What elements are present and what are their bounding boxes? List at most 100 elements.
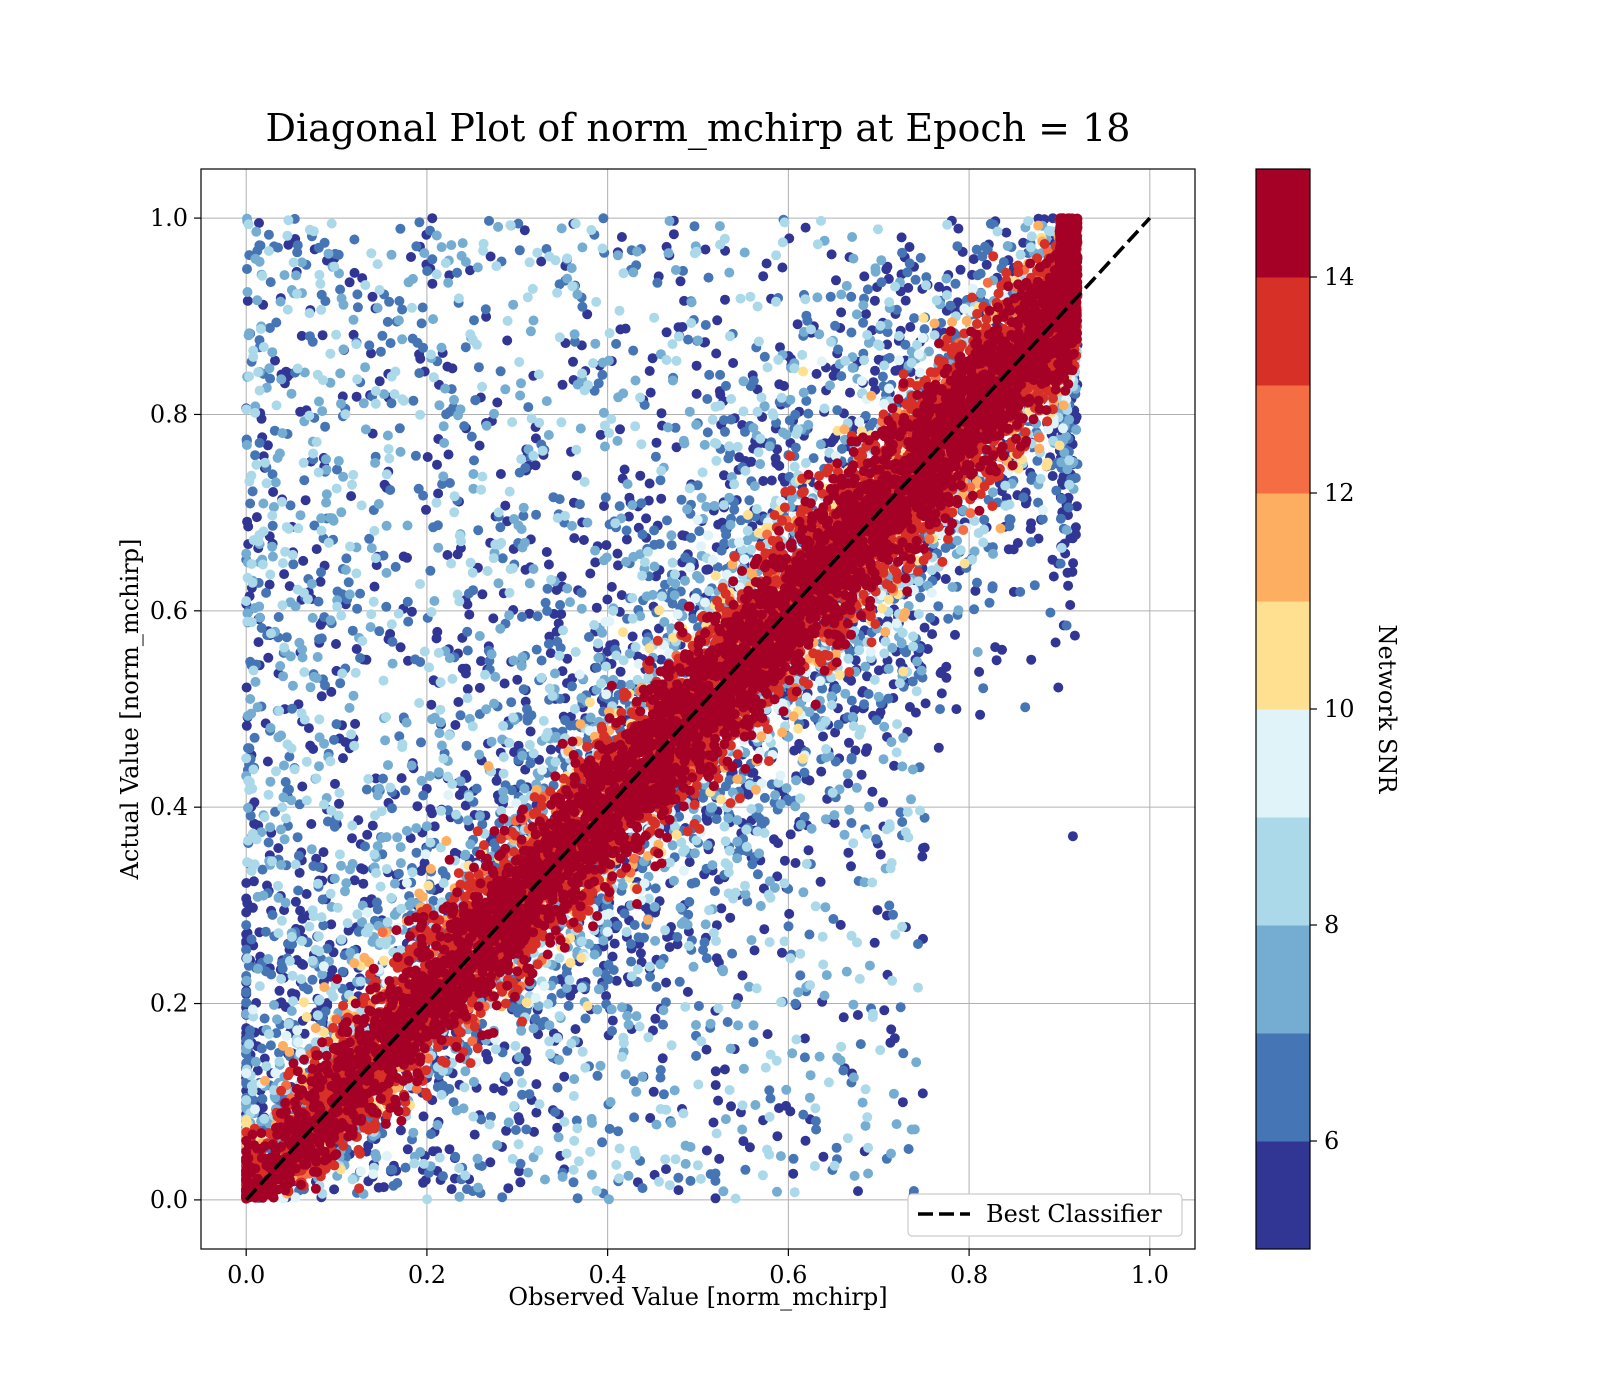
scatter-point bbox=[898, 1048, 909, 1059]
scatter-point bbox=[670, 265, 681, 275]
scatter-point bbox=[870, 266, 881, 277]
scatter-point bbox=[762, 1029, 773, 1040]
scatter-point bbox=[472, 1153, 483, 1164]
scatter-point bbox=[676, 494, 687, 505]
scatter-point bbox=[501, 1125, 512, 1136]
scatter-point bbox=[691, 419, 702, 430]
scatter-point bbox=[481, 311, 492, 322]
scatter-point bbox=[635, 948, 646, 959]
scatter-point bbox=[621, 534, 632, 545]
scatter-point bbox=[666, 530, 677, 541]
scatter-point bbox=[616, 590, 627, 601]
scatter-point bbox=[386, 249, 397, 260]
scatter-point bbox=[873, 665, 884, 676]
scatter-point bbox=[897, 247, 908, 258]
scatter-point bbox=[293, 885, 304, 896]
scatter-point bbox=[870, 365, 880, 376]
scatter-point bbox=[940, 574, 951, 584]
scatter-point bbox=[418, 1111, 429, 1122]
scatter-point bbox=[412, 801, 423, 812]
scatter-point bbox=[320, 421, 331, 432]
scatter-point bbox=[861, 309, 871, 319]
scatter-point bbox=[263, 954, 274, 964]
scatter-point bbox=[396, 773, 407, 784]
scatter-point bbox=[758, 271, 769, 282]
scatter-point bbox=[727, 948, 738, 959]
scatter-point bbox=[529, 1126, 539, 1137]
scatter-point bbox=[408, 395, 419, 406]
scatter-point bbox=[864, 801, 875, 812]
scatter-point bbox=[779, 855, 790, 866]
scatter-point bbox=[612, 250, 623, 261]
scatter-point bbox=[672, 932, 683, 942]
scatter-point bbox=[314, 634, 324, 645]
scatter-point bbox=[311, 544, 322, 555]
scatter-point bbox=[508, 655, 519, 666]
scatter-point bbox=[888, 1088, 899, 1099]
scatter-point bbox=[950, 629, 960, 640]
scatter-point bbox=[474, 631, 485, 641]
scatter-point bbox=[774, 379, 785, 390]
scatter-point bbox=[453, 697, 464, 707]
scatter-point bbox=[873, 691, 884, 702]
scatter-point bbox=[345, 864, 355, 875]
scatter-point bbox=[673, 1185, 684, 1196]
scatter-point bbox=[380, 735, 391, 746]
scatter-point bbox=[621, 556, 631, 567]
scatter-point bbox=[628, 345, 639, 356]
scatter-point bbox=[241, 975, 252, 986]
scatter-point bbox=[709, 886, 720, 897]
scatter-point bbox=[600, 441, 610, 452]
scatter-point bbox=[454, 790, 465, 800]
scatter-point bbox=[245, 498, 256, 509]
scatter-point bbox=[619, 908, 630, 919]
scatter-point bbox=[261, 587, 272, 598]
scatter-point bbox=[247, 486, 258, 497]
scatter-point bbox=[348, 329, 359, 340]
scatter-point bbox=[897, 761, 908, 772]
scatter-point bbox=[775, 1151, 786, 1162]
scatter-point bbox=[675, 902, 686, 913]
scatter-point bbox=[716, 903, 727, 914]
scatter-point bbox=[262, 440, 273, 451]
scatter-point bbox=[882, 261, 893, 272]
scatter-point bbox=[800, 1135, 811, 1146]
scatter-point bbox=[871, 715, 882, 726]
scatter-point bbox=[470, 395, 481, 406]
scatter-point bbox=[725, 1043, 736, 1054]
scatter-point bbox=[725, 912, 736, 923]
scatter-point bbox=[904, 702, 915, 712]
scatter-point bbox=[909, 313, 920, 324]
scatter-point bbox=[987, 581, 998, 592]
scatter-point bbox=[294, 867, 305, 878]
scatter-point bbox=[890, 365, 901, 376]
scatter-point bbox=[411, 823, 422, 834]
scatter-point bbox=[291, 270, 302, 281]
scatter-point bbox=[443, 449, 454, 460]
scatter-point bbox=[355, 653, 366, 663]
scatter-point bbox=[651, 1119, 662, 1130]
scatter-point bbox=[290, 601, 301, 612]
scatter-point bbox=[744, 495, 755, 506]
scatter-point bbox=[287, 680, 298, 691]
scatter-point bbox=[532, 611, 543, 622]
scatter-point bbox=[490, 671, 501, 682]
scatter-point bbox=[515, 390, 526, 401]
scatter-point bbox=[450, 720, 461, 730]
scatter-point bbox=[362, 829, 373, 840]
scatter-point bbox=[912, 656, 923, 667]
scatter-point bbox=[604, 1123, 615, 1134]
scatter-point bbox=[661, 977, 672, 988]
scatter-point bbox=[525, 758, 536, 769]
scatter-point bbox=[800, 222, 811, 233]
scatter-point bbox=[650, 883, 661, 894]
scatter-point bbox=[975, 268, 986, 279]
scatter-point bbox=[678, 916, 689, 927]
scatter-point bbox=[737, 1124, 748, 1135]
scatter-point bbox=[769, 834, 779, 845]
scatter-point bbox=[350, 718, 361, 729]
scatter-point bbox=[378, 773, 388, 784]
scatter-point bbox=[1050, 637, 1061, 648]
scatter-point bbox=[835, 919, 846, 930]
scatter-point bbox=[332, 586, 343, 597]
